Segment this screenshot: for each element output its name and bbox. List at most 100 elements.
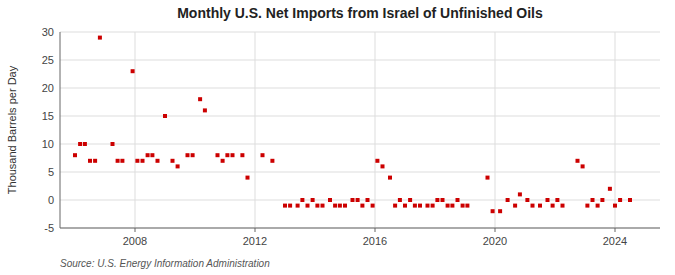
point bbox=[456, 198, 460, 202]
point bbox=[338, 204, 342, 208]
point bbox=[270, 159, 274, 163]
point bbox=[73, 153, 77, 157]
x-tick bbox=[135, 228, 136, 232]
y-grid-line bbox=[60, 60, 660, 61]
points bbox=[73, 36, 632, 214]
point bbox=[171, 159, 175, 163]
point bbox=[328, 198, 332, 202]
chart: Monthly U.S. Net Imports from Israel of … bbox=[0, 0, 675, 275]
title: Monthly U.S. Net Imports from Israel of … bbox=[177, 5, 543, 21]
point bbox=[613, 204, 617, 208]
point bbox=[628, 198, 632, 202]
point bbox=[203, 108, 207, 112]
point bbox=[315, 204, 319, 208]
point bbox=[283, 204, 287, 208]
point bbox=[388, 176, 392, 180]
point bbox=[135, 159, 139, 163]
x-tick bbox=[255, 228, 256, 232]
point bbox=[418, 204, 422, 208]
point bbox=[321, 204, 325, 208]
point bbox=[306, 204, 310, 208]
x-tick-label: 2008 bbox=[123, 235, 147, 247]
point bbox=[111, 142, 115, 146]
point bbox=[246, 176, 250, 180]
point bbox=[300, 198, 304, 202]
x-tick-label: 2024 bbox=[603, 235, 627, 247]
point bbox=[435, 198, 439, 202]
x-tick bbox=[495, 228, 496, 232]
point bbox=[78, 142, 82, 146]
point bbox=[156, 159, 160, 163]
x-tick bbox=[375, 228, 376, 232]
point bbox=[360, 204, 364, 208]
point bbox=[608, 187, 612, 191]
point bbox=[296, 204, 300, 208]
point bbox=[216, 153, 220, 157]
x-tick-label: 2012 bbox=[243, 235, 267, 247]
y-grid-line bbox=[60, 200, 660, 201]
point bbox=[176, 164, 180, 168]
point bbox=[506, 198, 510, 202]
point bbox=[491, 209, 495, 213]
point bbox=[261, 153, 265, 157]
x-grid-line bbox=[255, 32, 256, 228]
x-grid-line bbox=[375, 32, 376, 228]
point bbox=[356, 198, 360, 202]
y-tick-label: 25 bbox=[42, 54, 54, 66]
point bbox=[146, 153, 150, 157]
point bbox=[150, 153, 154, 157]
y-grid-line bbox=[60, 32, 660, 33]
point bbox=[333, 204, 337, 208]
y-tick-label: 0 bbox=[48, 194, 54, 206]
y-tick-label: 5 bbox=[48, 166, 54, 178]
point bbox=[198, 97, 202, 101]
x-tick-label: 2016 bbox=[363, 235, 387, 247]
point bbox=[131, 69, 135, 73]
point bbox=[120, 159, 124, 163]
point bbox=[231, 153, 235, 157]
point bbox=[585, 204, 589, 208]
x-tick-label: 2020 bbox=[483, 235, 507, 247]
point bbox=[88, 159, 92, 163]
point bbox=[288, 204, 292, 208]
point bbox=[446, 204, 450, 208]
point bbox=[375, 159, 379, 163]
point bbox=[431, 204, 435, 208]
point bbox=[465, 204, 469, 208]
axes: -505101520253020082012201620202024 bbox=[42, 26, 660, 247]
y-tick-label: 10 bbox=[42, 138, 54, 150]
y-tick-label: 20 bbox=[42, 82, 54, 94]
point bbox=[381, 164, 385, 168]
x-tick bbox=[615, 228, 616, 232]
point bbox=[221, 159, 225, 163]
point bbox=[546, 198, 550, 202]
point bbox=[225, 153, 229, 157]
point bbox=[561, 204, 565, 208]
grid bbox=[60, 32, 660, 228]
point bbox=[525, 198, 529, 202]
point bbox=[581, 164, 585, 168]
y-tick-label: -5 bbox=[44, 222, 54, 234]
point bbox=[441, 198, 445, 202]
point bbox=[83, 142, 87, 146]
point bbox=[351, 198, 355, 202]
point bbox=[450, 204, 454, 208]
y-grid-line bbox=[60, 144, 660, 145]
point bbox=[531, 204, 535, 208]
point bbox=[393, 204, 397, 208]
point bbox=[343, 204, 347, 208]
point bbox=[555, 198, 559, 202]
point bbox=[498, 209, 502, 213]
x-grid-line bbox=[495, 32, 496, 228]
y-axis-label: Thousand Barrels per Day bbox=[6, 65, 18, 194]
point bbox=[98, 36, 102, 40]
point bbox=[576, 159, 580, 163]
y-grid-line bbox=[60, 228, 660, 229]
point bbox=[240, 153, 244, 157]
y-grid-line bbox=[60, 116, 660, 117]
point bbox=[371, 204, 375, 208]
point bbox=[596, 204, 600, 208]
point bbox=[186, 153, 190, 157]
x-axis-line bbox=[60, 228, 660, 229]
point bbox=[311, 198, 315, 202]
